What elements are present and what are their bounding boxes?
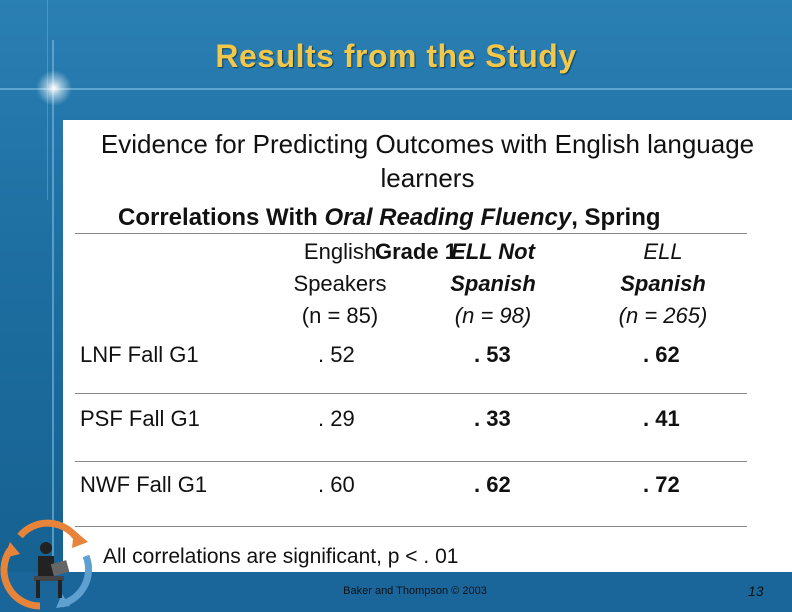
decor-glow bbox=[36, 70, 72, 106]
table-cell: . 72 bbox=[643, 472, 680, 497]
table-rule-top bbox=[75, 233, 747, 234]
table-cell: . 60 bbox=[318, 472, 355, 497]
column-header-line-text: ELL Not bbox=[451, 239, 535, 264]
content-panel bbox=[63, 120, 792, 572]
row-label: NWF Fall G1 bbox=[80, 472, 208, 497]
table-cell: . 52 bbox=[318, 342, 355, 367]
row-label: PSF Fall G1 bbox=[80, 406, 200, 431]
table-rule-bottom bbox=[75, 526, 747, 527]
table-cell: . 62 bbox=[643, 342, 680, 367]
footer-credit: Baker and Thompson © 2003 bbox=[343, 585, 487, 597]
table-cell: . 33 bbox=[474, 406, 511, 431]
grade-label: Grade 1 bbox=[375, 239, 457, 264]
column-header-line: English bbox=[303, 239, 377, 264]
table-cell: . 41 bbox=[643, 406, 680, 431]
table-row-divider bbox=[75, 393, 747, 394]
column-header-english: English Speakers (n = 85) bbox=[280, 236, 400, 332]
column-header-line: ELL Not bbox=[428, 236, 558, 268]
column-header-line: (n = 85) bbox=[301, 303, 379, 328]
table-heading: Correlations With Oral Reading Fluency, … bbox=[118, 204, 661, 232]
heading-italic: Oral Reading Fluency bbox=[324, 204, 572, 231]
heading-prefix: Correlations With bbox=[118, 204, 325, 231]
recycling-reader-icon bbox=[0, 519, 93, 610]
decor-line-vertical bbox=[52, 40, 54, 600]
column-header-line: (n = 98) bbox=[454, 303, 532, 328]
footnote: All correlations are significant, p < . … bbox=[103, 545, 459, 568]
column-header-ell-not-spanish: ELL Not Spanish (n = 98) bbox=[428, 236, 558, 332]
page-number: 13 bbox=[748, 583, 764, 599]
column-header-ell-spanish: ELL Spanish (n = 265) bbox=[598, 236, 728, 332]
column-header-line: (n = 265) bbox=[618, 303, 708, 328]
column-header-line: Spanish bbox=[620, 271, 706, 296]
footer-bar bbox=[0, 572, 792, 612]
column-header-line: Speakers bbox=[293, 271, 387, 296]
table-cell: . 29 bbox=[318, 406, 355, 431]
row-label: LNF Fall G1 bbox=[80, 342, 199, 367]
table-row-divider bbox=[75, 461, 747, 462]
decor-line-horizontal bbox=[0, 88, 792, 90]
table-cell: . 62 bbox=[474, 472, 511, 497]
slide-subtitle: Evidence for Predicting Outcomes with En… bbox=[100, 129, 755, 193]
column-header-line: ELL bbox=[643, 239, 683, 264]
slide-title: Results from the Study bbox=[215, 38, 577, 74]
table-cell: . 53 bbox=[474, 342, 511, 367]
column-header-line: Spanish bbox=[450, 271, 536, 296]
heading-suffix: , Spring bbox=[571, 204, 661, 231]
